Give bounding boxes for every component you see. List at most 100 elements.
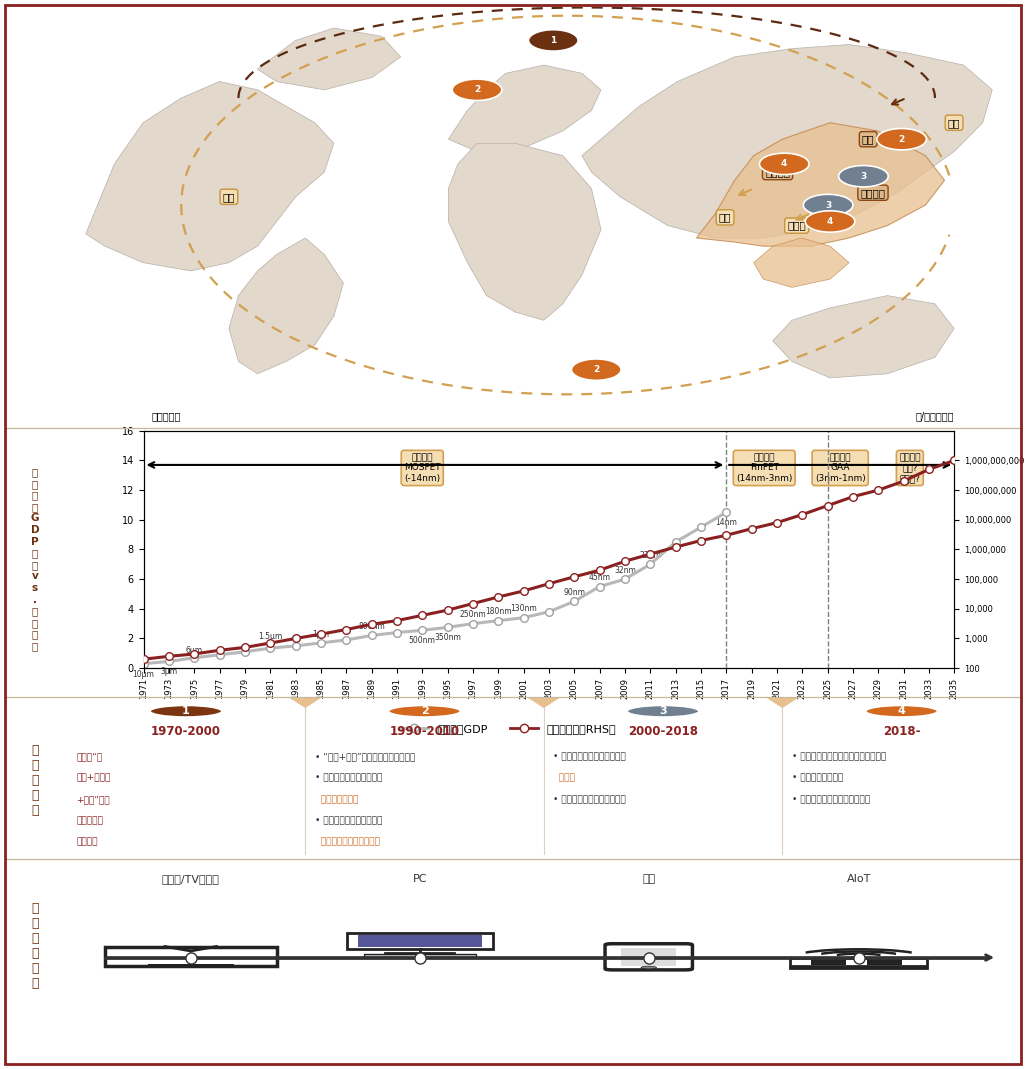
Text: 美国: 美国 bbox=[223, 191, 235, 202]
Text: 3: 3 bbox=[825, 201, 831, 210]
Text: 中国大陆: 中国大陆 bbox=[765, 167, 790, 177]
Text: 产
业
链
变
迁: 产 业 链 变 迁 bbox=[31, 744, 39, 817]
Text: 韩国: 韩国 bbox=[862, 135, 874, 144]
Circle shape bbox=[528, 30, 578, 51]
Circle shape bbox=[571, 359, 621, 381]
Circle shape bbox=[150, 706, 223, 717]
Text: 日本: 日本 bbox=[948, 118, 960, 127]
Text: 2: 2 bbox=[474, 86, 480, 94]
Text: 22nm: 22nm bbox=[639, 551, 661, 560]
Text: 4: 4 bbox=[898, 707, 906, 716]
Circle shape bbox=[851, 956, 866, 958]
Text: • 半导体制造从美国向中国: • 半导体制造从美国向中国 bbox=[315, 774, 382, 783]
Text: 4: 4 bbox=[827, 217, 833, 226]
Text: • 代工和零部件向中国台湾: • 代工和零部件向中国台湾 bbox=[315, 817, 382, 825]
Text: 1.5μm: 1.5μm bbox=[259, 633, 282, 641]
FancyBboxPatch shape bbox=[105, 946, 277, 965]
Text: 45nm: 45nm bbox=[589, 573, 610, 583]
FancyBboxPatch shape bbox=[605, 944, 693, 970]
Text: 10μm: 10μm bbox=[132, 669, 155, 679]
Text: 14nm: 14nm bbox=[715, 518, 737, 527]
Polygon shape bbox=[773, 295, 954, 377]
Text: • 华为、小米等国产品牌崛起: • 华为、小米等国产品牌崛起 bbox=[553, 795, 626, 804]
Polygon shape bbox=[258, 28, 400, 90]
Circle shape bbox=[838, 166, 889, 187]
Text: 32nm: 32nm bbox=[614, 566, 636, 575]
Text: 800nm: 800nm bbox=[358, 622, 385, 631]
Circle shape bbox=[803, 195, 853, 216]
FancyBboxPatch shape bbox=[622, 948, 676, 966]
Circle shape bbox=[627, 706, 700, 717]
Circle shape bbox=[452, 79, 502, 100]
Polygon shape bbox=[86, 81, 333, 270]
Text: （/平方毫米）: （/平方毫米） bbox=[915, 412, 954, 421]
Text: +整机”一体: +整机”一体 bbox=[76, 795, 110, 804]
Text: 2000-2018: 2000-2018 bbox=[628, 725, 698, 739]
Text: 4: 4 bbox=[781, 159, 787, 169]
Text: 3: 3 bbox=[660, 707, 667, 716]
Circle shape bbox=[877, 128, 926, 150]
Polygon shape bbox=[448, 143, 601, 321]
Polygon shape bbox=[582, 45, 992, 238]
FancyBboxPatch shape bbox=[148, 964, 234, 965]
Text: 硬晶体管
FinFET
(14nm-3nm): 硬晶体管 FinFET (14nm-3nm) bbox=[736, 453, 792, 483]
Text: 量子芯片
超导?
离子阱?: 量子芯片 超导? 离子阱? bbox=[899, 453, 920, 483]
Text: • 苹果等手机产业链向中国大: • 苹果等手机产业链向中国大 bbox=[553, 753, 626, 761]
Text: 180nm: 180nm bbox=[485, 607, 512, 616]
Text: 250nm: 250nm bbox=[460, 610, 486, 619]
Text: 1990-2010: 1990-2010 bbox=[390, 725, 460, 739]
Text: 全
球
人
均
G
D
P
增
长
v
s
.
摩
尔
定
律: 全 球 人 均 G D P 增 长 v s . 摩 尔 定 律 bbox=[31, 467, 39, 651]
Circle shape bbox=[805, 211, 855, 232]
Text: 日本式“半: 日本式“半 bbox=[76, 753, 103, 761]
Text: 3μm: 3μm bbox=[160, 667, 177, 677]
Polygon shape bbox=[697, 123, 945, 246]
Polygon shape bbox=[288, 697, 322, 708]
FancyBboxPatch shape bbox=[358, 935, 481, 947]
Text: 硬晶体管
GAA
(3nm-1nm): 硬晶体管 GAA (3nm-1nm) bbox=[815, 453, 866, 483]
Text: 1: 1 bbox=[550, 36, 556, 45]
FancyBboxPatch shape bbox=[867, 959, 902, 964]
Text: 130nm: 130nm bbox=[510, 604, 537, 614]
Text: 硬晶体管
MOSFET
(-14nm): 硬晶体管 MOSFET (-14nm) bbox=[404, 453, 440, 483]
Polygon shape bbox=[765, 697, 799, 708]
FancyBboxPatch shape bbox=[790, 958, 928, 965]
Text: 台湾和韩国迁移: 台湾和韩国迁移 bbox=[315, 795, 358, 804]
Circle shape bbox=[388, 706, 461, 717]
Text: 手机: 手机 bbox=[642, 874, 656, 884]
Text: AIoT: AIoT bbox=[846, 874, 871, 884]
Legend: 全球人均GDP, 晶体管密度（RHS）: 全球人均GDP, 晶体管密度（RHS） bbox=[396, 719, 621, 739]
Polygon shape bbox=[448, 65, 601, 152]
Text: 陆迁移: 陆迁移 bbox=[553, 774, 576, 783]
Text: 6μm: 6μm bbox=[186, 646, 203, 655]
FancyBboxPatch shape bbox=[812, 959, 845, 964]
Text: 2018-: 2018- bbox=[882, 725, 920, 739]
Text: 500nm: 500nm bbox=[408, 636, 436, 646]
Polygon shape bbox=[526, 697, 561, 708]
Text: • 中国从制造中心成为创新中心: • 中国从制造中心成为创新中心 bbox=[792, 795, 870, 804]
Text: • “代工+设计”的软硬件分离模式兴起: • “代工+设计”的软硬件分离模式兴起 bbox=[315, 753, 416, 761]
Text: 化商业模式: 化商业模式 bbox=[76, 817, 103, 825]
Text: 2: 2 bbox=[899, 135, 905, 143]
Text: 350nm: 350nm bbox=[434, 633, 461, 642]
Text: 东南亚: 东南亚 bbox=[787, 220, 806, 231]
Polygon shape bbox=[754, 238, 850, 288]
Text: 大型机/TV等家电: 大型机/TV等家电 bbox=[162, 874, 220, 884]
Text: • 中国半导体国产化: • 中国半导体国产化 bbox=[792, 774, 843, 783]
Text: 1: 1 bbox=[182, 707, 190, 716]
Text: 2: 2 bbox=[593, 366, 599, 374]
FancyBboxPatch shape bbox=[364, 954, 476, 957]
Text: 席卷全球: 席卷全球 bbox=[76, 838, 97, 847]
Circle shape bbox=[865, 706, 938, 717]
Polygon shape bbox=[229, 238, 344, 374]
Text: 1970-2000: 1970-2000 bbox=[151, 725, 221, 739]
Text: 2: 2 bbox=[421, 707, 429, 716]
Text: 印度: 印度 bbox=[719, 213, 732, 222]
Text: 导体+零部件: 导体+零部件 bbox=[76, 774, 111, 783]
Text: 和新加坡、马来西亚迁移: 和新加坡、马来西亚迁移 bbox=[315, 838, 380, 847]
Text: PC: PC bbox=[412, 874, 427, 884]
FancyBboxPatch shape bbox=[347, 933, 492, 949]
Text: 中国台湾: 中国台湾 bbox=[861, 188, 885, 198]
Text: 90nm: 90nm bbox=[563, 588, 585, 597]
Text: 重
大
行
业
契
机: 重 大 行 业 契 机 bbox=[31, 901, 39, 990]
Text: （千美元）: （千美元） bbox=[152, 412, 182, 421]
